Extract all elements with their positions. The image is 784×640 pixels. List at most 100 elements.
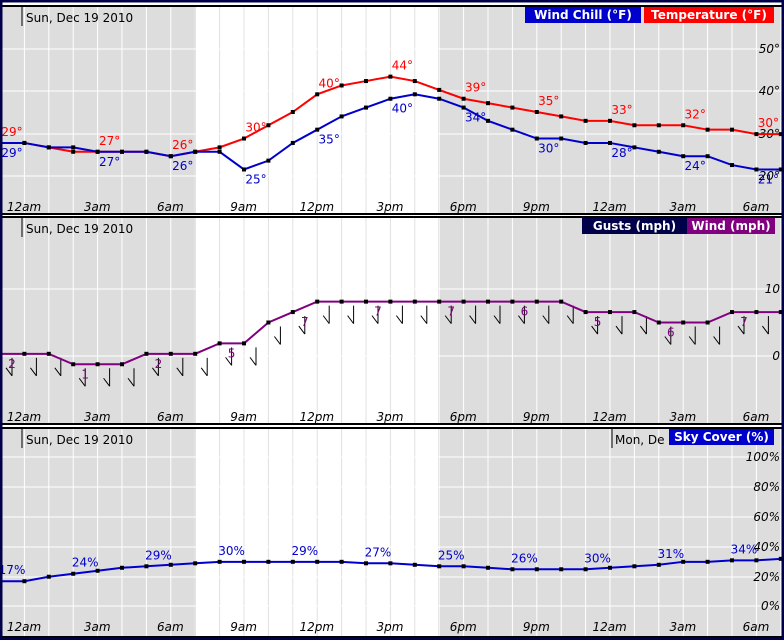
wind-barb-flag — [762, 325, 769, 335]
data-label: 26° — [172, 159, 193, 173]
series-point — [388, 299, 393, 304]
series-point — [437, 96, 442, 101]
series-point — [681, 559, 686, 564]
series-point — [754, 132, 759, 137]
wind-barb-flag — [225, 357, 233, 366]
series-point — [242, 341, 246, 346]
series-point — [144, 149, 149, 154]
legend-label: Gusts (mph) — [593, 219, 676, 233]
wind-barb-flag — [542, 315, 550, 324]
data-label: 31% — [657, 547, 684, 561]
series-point — [290, 110, 295, 114]
legend-swatch — [669, 429, 774, 445]
series-point — [388, 74, 393, 79]
data-label: 30% — [584, 551, 611, 565]
series-point — [22, 579, 27, 584]
series-point — [608, 310, 612, 315]
data-label: 34° — [465, 111, 486, 125]
x-tick-label: 9am — [230, 200, 257, 214]
x-tick-label: 9pm — [523, 620, 550, 634]
panel-2: 0 10 12am 3am 6am 9am 12pm 3pm 6pm 9pm 12am 3am 6am S… — [0, 216, 784, 425]
series-point — [632, 310, 637, 315]
series-point — [510, 105, 515, 110]
series-point — [193, 561, 198, 566]
series-point — [461, 299, 466, 304]
data-label: 30% — [218, 544, 245, 558]
series-point — [266, 559, 271, 564]
series-point — [730, 127, 734, 132]
series-point — [778, 310, 783, 315]
series-point — [71, 362, 76, 367]
x-tick-label: 6am — [157, 620, 184, 634]
series-point — [168, 351, 173, 356]
series-point — [144, 564, 149, 569]
series-point — [412, 79, 417, 84]
series-point — [730, 310, 734, 315]
legend-swatch — [525, 7, 641, 23]
series-point — [608, 118, 612, 123]
wind-barb-flag — [493, 315, 501, 324]
y-tick-label: 10 — [765, 282, 781, 296]
wind-barb-flag — [54, 367, 62, 377]
data-label: 34% — [731, 542, 758, 556]
series-point — [656, 562, 661, 567]
series-point — [217, 559, 222, 564]
y-tick-label: 20° — [759, 169, 780, 183]
series-point — [754, 310, 759, 315]
wind-barb-flag — [5, 367, 13, 377]
wind-barb-flag — [103, 377, 110, 387]
series-point — [461, 105, 466, 110]
night-shade-right — [438, 217, 784, 424]
y-tick-label: 20% — [753, 570, 780, 584]
series-point — [290, 140, 295, 145]
x-tick-label: 6pm — [450, 200, 477, 214]
series-point — [193, 149, 198, 154]
series-point — [95, 149, 100, 154]
series-point — [412, 299, 417, 304]
date-label-right: Mon, De — [615, 433, 665, 447]
y-tick-label: 0% — [761, 599, 780, 613]
x-tick-label: 6am — [743, 620, 770, 634]
wind-barb-flag — [249, 357, 257, 366]
series-point — [437, 564, 442, 569]
wind-barb-flag — [688, 336, 696, 345]
wind-barb-flag — [347, 315, 355, 324]
x-tick-label: 12am — [592, 620, 626, 634]
series-point — [266, 158, 271, 163]
series-point — [339, 299, 344, 304]
wind-barb-flag — [444, 315, 452, 324]
x-tick-label: 12am — [7, 620, 41, 634]
data-label: 2 — [155, 357, 163, 371]
data-label: 29° — [1, 146, 22, 160]
series-line — [0, 93, 784, 172]
data-label: 28° — [611, 146, 632, 160]
series-point — [71, 149, 76, 154]
series-point — [778, 132, 783, 137]
series-point — [120, 565, 124, 570]
data-label: 25° — [245, 172, 266, 186]
data-label: 44° — [392, 59, 413, 73]
y-tick-label: 40° — [759, 84, 780, 98]
series-point — [95, 568, 100, 573]
series-point — [437, 299, 442, 304]
series-point — [583, 310, 588, 315]
data-label: 17% — [0, 563, 25, 577]
x-tick-label: 12am — [7, 410, 41, 424]
series-point — [559, 299, 564, 304]
series-point — [46, 574, 51, 579]
series-point — [242, 167, 246, 172]
x-tick-label: 3am — [669, 410, 696, 424]
series-point — [632, 123, 637, 128]
series-point — [364, 105, 368, 110]
series-point — [583, 118, 588, 123]
data-label: 21° — [758, 172, 779, 186]
data-label: 39° — [465, 81, 486, 95]
series-point — [364, 299, 368, 304]
series-point — [583, 140, 588, 145]
wind-barb-flag — [591, 325, 598, 335]
night-shade-right — [438, 6, 784, 214]
panel-3: 0% 20% 40% 60% 80% 100% 12am 3am 6am 9am 12pm 3pm 6p… — [0, 427, 784, 638]
y-tick-label: 60% — [753, 510, 780, 524]
